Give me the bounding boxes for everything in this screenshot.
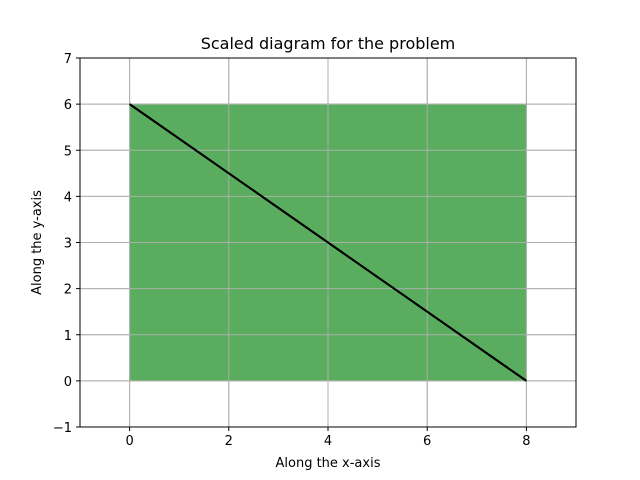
y-tick-label: 4 [64, 190, 72, 205]
x-tick-label: 4 [324, 434, 332, 449]
x-tick-label: 8 [522, 434, 530, 449]
y-tick-label: 1 [64, 329, 72, 344]
ticks: 0 2 4 6 8 −1 0 1 2 3 4 5 6 7 [53, 52, 531, 449]
plot-shapes [80, 57, 576, 428]
y-axis-label: Along the y-axis [30, 190, 45, 295]
diagonal-line [129, 103, 527, 382]
x-tick-label: 2 [225, 434, 233, 449]
y-tick-label: 3 [64, 237, 72, 252]
y-tick-label: 2 [64, 283, 72, 298]
y-tick-label: 0 [64, 375, 72, 390]
y-tick-label: 5 [64, 144, 72, 159]
y-tick-label: −1 [53, 421, 72, 436]
chart-title: Scaled diagram for the problem [201, 34, 456, 53]
x-tick-label: 0 [125, 434, 133, 449]
x-axis-label: Along the x-axis [276, 456, 381, 471]
grid-overlay [80, 57, 576, 428]
y-tick-label: 6 [64, 98, 72, 113]
x-tick-label: 6 [423, 434, 431, 449]
y-tick-label: 7 [64, 52, 72, 67]
